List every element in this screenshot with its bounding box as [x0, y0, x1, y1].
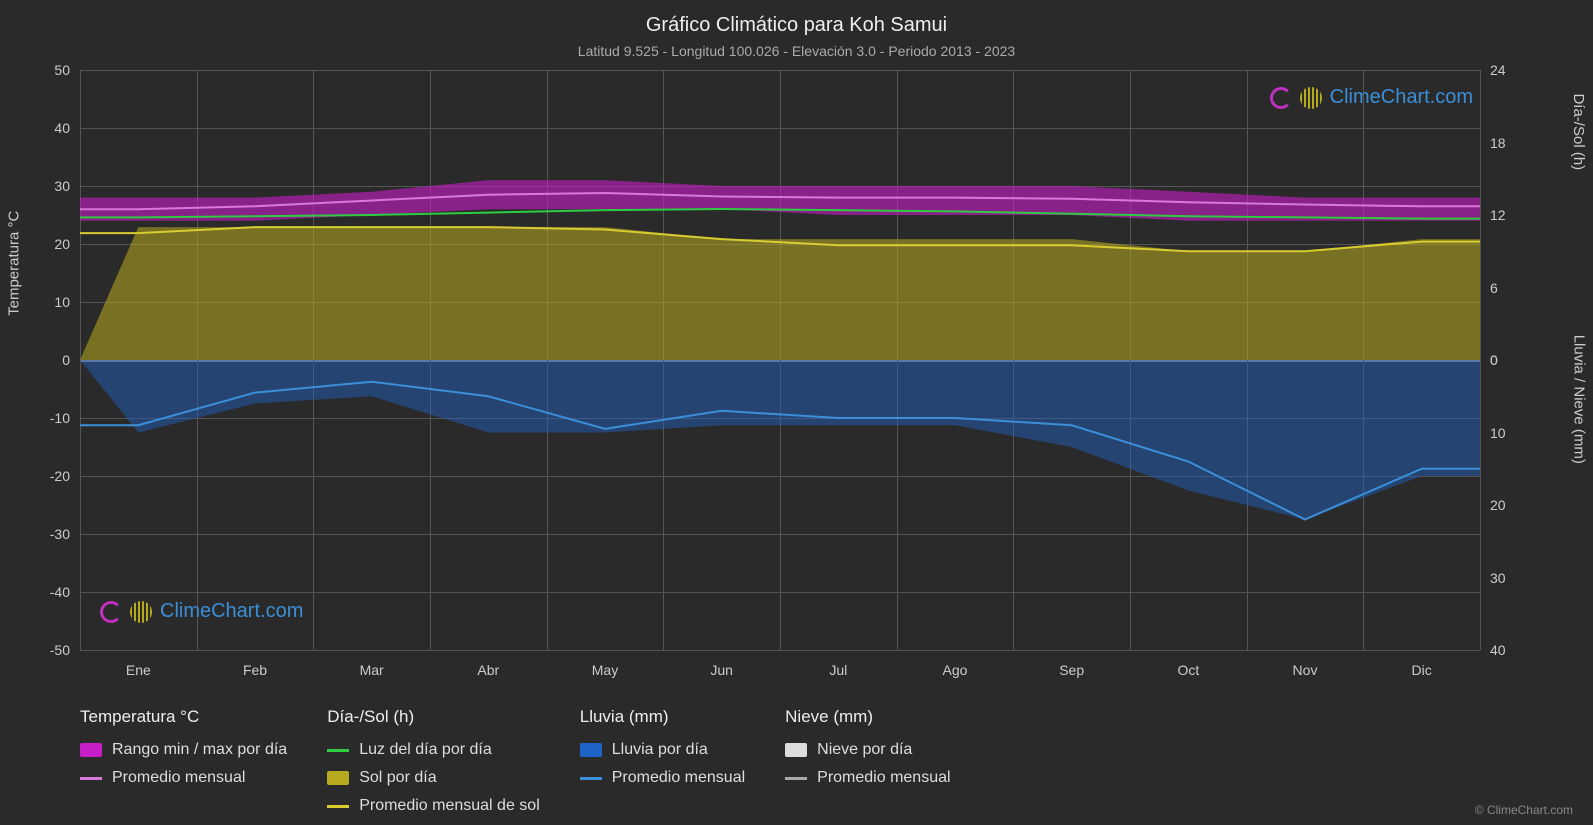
legend-group: Nieve (mm) Nieve por día Promedio mensual — [785, 707, 950, 815]
legend-group-title: Temperatura °C — [80, 707, 287, 727]
x-tick-month: Abr — [477, 662, 499, 678]
legend-swatch — [580, 743, 602, 757]
x-tick-month: Mar — [360, 662, 384, 678]
watermark-text: ClimeChart.com — [1330, 86, 1473, 109]
x-tick-month: Dic — [1412, 662, 1432, 678]
y-axis-right-bottom-title: Lluvia / Nieve (mm) — [1571, 335, 1588, 464]
legend-label: Promedio mensual — [112, 769, 245, 787]
chart-subtitle: Latitud 9.525 - Longitud 100.026 - Eleva… — [0, 37, 1593, 59]
legend-item: Rango min / max por día — [80, 741, 287, 759]
legend-swatch — [80, 777, 102, 780]
y-tick-right-top: 12 — [1490, 207, 1530, 223]
legend-swatch — [785, 743, 807, 757]
x-tick-month: Jul — [829, 662, 847, 678]
y-tick-left: 10 — [30, 294, 70, 310]
legend-swatch — [327, 805, 349, 808]
y-tick-left: -10 — [30, 410, 70, 426]
logo-sun-icon — [1300, 87, 1322, 109]
temp-range-band — [80, 180, 1480, 221]
y-tick-right-bottom: 0 — [1490, 352, 1530, 368]
legend-swatch — [327, 771, 349, 785]
legend-item: Lluvia por día — [580, 741, 745, 759]
y-tick-left: 50 — [30, 62, 70, 78]
y-tick-left: 0 — [30, 352, 70, 368]
legend-item: Sol por día — [327, 769, 540, 787]
legend-label: Luz del día por día — [359, 741, 492, 759]
legend-item: Luz del día por día — [327, 741, 540, 759]
x-tick-month: Ago — [943, 662, 968, 678]
legend-label: Promedio mensual de sol — [359, 797, 540, 815]
climate-chart: Gráfico Climático para Koh Samui Latitud… — [0, 0, 1593, 825]
y-tick-right-top: 6 — [1490, 280, 1530, 296]
y-tick-right-top: 24 — [1490, 62, 1530, 78]
chart-title: Gráfico Climático para Koh Samui — [0, 0, 1593, 37]
legend-label: Nieve por día — [817, 741, 912, 759]
y-tick-right-bottom: 40 — [1490, 642, 1530, 658]
y-tick-left: 40 — [30, 120, 70, 136]
legend-item: Promedio mensual de sol — [327, 797, 540, 815]
x-tick-month: Ene — [126, 662, 151, 678]
watermark-text: ClimeChart.com — [160, 600, 303, 623]
legend-group: Lluvia (mm) Lluvia por día Promedio mensua… — [580, 707, 745, 815]
x-tick-month: May — [592, 662, 618, 678]
x-tick-month: Feb — [243, 662, 267, 678]
y-axis-left-title: Temperatura °C — [6, 211, 23, 316]
legend-label: Rango min / max por día — [112, 741, 287, 759]
legend-group-title: Nieve (mm) — [785, 707, 950, 727]
legend-label: Lluvia por día — [612, 741, 708, 759]
legend-swatch — [327, 749, 349, 752]
y-tick-right-bottom: 10 — [1490, 425, 1530, 441]
logo-c-icon — [1270, 87, 1292, 109]
legend-group-title: Lluvia (mm) — [580, 707, 745, 727]
sunshine-area — [80, 227, 1480, 360]
legend-label: Promedio mensual — [817, 769, 950, 787]
y-tick-right-top: 18 — [1490, 135, 1530, 151]
watermark-top: ClimeChart.com — [1270, 86, 1473, 109]
y-tick-left: -30 — [30, 526, 70, 542]
logo-sun-icon — [130, 601, 152, 623]
plot-area: 50403020100-10-20-30-40-5024181260010203… — [80, 70, 1480, 650]
rain-area — [80, 360, 1480, 520]
legend-group-title: Día-/Sol (h) — [327, 707, 540, 727]
y-tick-left: -20 — [30, 468, 70, 484]
y-tick-right-bottom: 20 — [1490, 497, 1530, 513]
x-tick-month: Jun — [710, 662, 733, 678]
legend-group: Día-/Sol (h) Luz del día por día Sol por d… — [327, 707, 540, 815]
legend: Temperatura °C Rango min / max por día Pro… — [80, 707, 1480, 815]
legend-label: Promedio mensual — [612, 769, 745, 787]
y-tick-left: -50 — [30, 642, 70, 658]
x-tick-month: Sep — [1059, 662, 1084, 678]
y-axis-right-top-title: Día-/Sol (h) — [1571, 93, 1588, 170]
y-tick-left: -40 — [30, 584, 70, 600]
legend-item: Promedio mensual — [785, 769, 950, 787]
legend-item: Nieve por día — [785, 741, 950, 759]
legend-item: Promedio mensual — [580, 769, 745, 787]
legend-swatch — [580, 777, 602, 780]
legend-group: Temperatura °C Rango min / max por día Pro… — [80, 707, 287, 815]
watermark-bottom: ClimeChart.com — [100, 600, 303, 623]
x-tick-month: Nov — [1293, 662, 1318, 678]
legend-swatch — [80, 743, 102, 757]
x-tick-month: Oct — [1177, 662, 1199, 678]
y-tick-left: 30 — [30, 178, 70, 194]
legend-swatch — [785, 777, 807, 780]
logo-c-icon — [100, 601, 122, 623]
copyright: © ClimeChart.com — [1475, 803, 1573, 817]
chart-lines — [80, 70, 1480, 650]
y-tick-right-bottom: 30 — [1490, 570, 1530, 586]
legend-item: Promedio mensual — [80, 769, 287, 787]
y-tick-left: 20 — [30, 236, 70, 252]
legend-label: Sol por día — [359, 769, 436, 787]
